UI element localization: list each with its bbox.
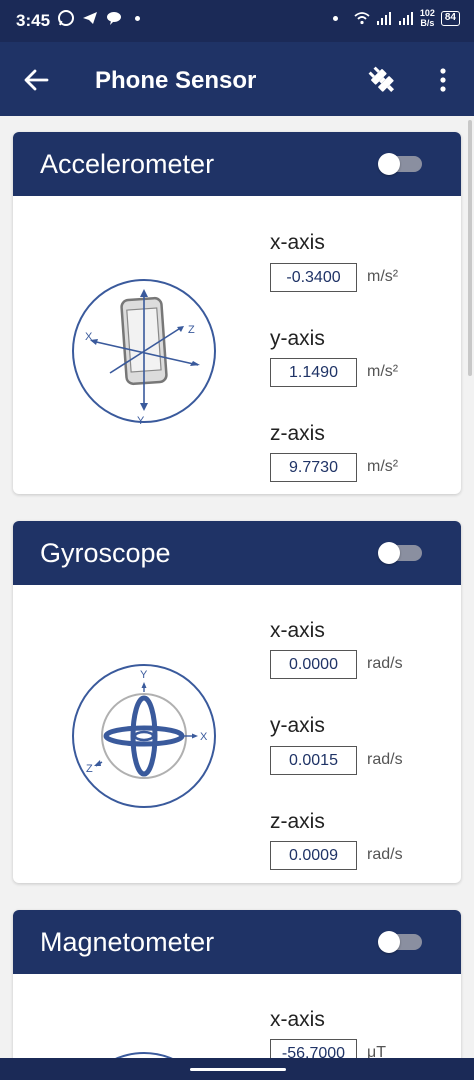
unit-label: rad/s	[367, 846, 403, 863]
card-header: Accelerometer	[13, 132, 461, 196]
more-notifications-dot	[135, 15, 140, 21]
more-vertical-icon	[440, 68, 446, 92]
z-axis-value: 9.7730	[270, 453, 357, 482]
card-title: Magnetometer	[40, 927, 215, 957]
y-axis-value: 0.0015	[270, 746, 357, 775]
overflow-menu-button[interactable]	[428, 62, 458, 98]
system-nav-bar	[0, 1058, 474, 1080]
notification-dot	[332, 15, 338, 21]
axis-x-label: X	[85, 331, 93, 343]
toggle-thumb	[378, 542, 400, 564]
net-speed-unit: B/s	[420, 18, 435, 28]
notification-icons	[57, 9, 140, 27]
axis-label: y-axis	[270, 714, 325, 737]
back-button[interactable]	[18, 62, 54, 98]
telegram-icon	[83, 12, 97, 24]
unit-label: rad/s	[367, 751, 403, 768]
sensor-list[interactable]: Accelerometer X Z Y x-axis -0.3400 m/s² …	[0, 116, 474, 1058]
x-axis-value: -56.7000	[270, 1039, 357, 1058]
arrow-left-icon	[24, 69, 49, 91]
card-header: Magnetometer	[13, 910, 461, 974]
page-title: Phone Sensor	[95, 67, 257, 94]
accelerometer-toggle[interactable]	[378, 153, 422, 175]
signal-icon	[376, 12, 391, 25]
unit-label: m/s²	[367, 458, 399, 475]
net-speed-value: 102	[419, 8, 435, 18]
axis-label: x-axis	[270, 231, 325, 254]
x-axis-value: -0.3400	[270, 263, 357, 292]
toggle-thumb	[378, 153, 400, 175]
card-header: Gyroscope	[13, 521, 461, 585]
magnetometer-diagram-icon	[115, 1052, 173, 1058]
battery-icon: 84	[440, 10, 460, 26]
connect-button[interactable]	[364, 62, 400, 98]
z-axis-value: 0.0009	[270, 841, 357, 870]
axis-x-label: X	[200, 731, 208, 743]
home-gesture-handle[interactable]	[190, 1068, 286, 1071]
app-bar: Phone Sensor	[0, 42, 474, 116]
card-title: Gyroscope	[40, 538, 171, 568]
axis-z-label: Z	[188, 324, 195, 336]
accelerometer-card: Accelerometer X Z Y x-axis -0.3400 m/s² …	[13, 132, 461, 494]
unit-label: μT	[367, 1044, 386, 1058]
plug-icon	[368, 66, 395, 93]
axis-label: x-axis	[270, 619, 325, 642]
axis-label: z-axis	[270, 810, 325, 833]
system-icons: 102 B/s 84	[332, 8, 460, 28]
status-bar: 3:45 102 B/s 84	[0, 0, 474, 42]
axis-y-label: Y	[140, 669, 148, 681]
status-time: 3:45	[16, 11, 51, 30]
accelerometer-diagram-icon: X Z Y	[72, 279, 216, 425]
signal-icon-2	[398, 12, 413, 25]
net-speed: 102 B/s	[420, 8, 435, 28]
whatsapp-icon	[58, 10, 74, 26]
magnetometer-toggle[interactable]	[378, 931, 422, 953]
gyroscope-card: Gyroscope Y X Z x-axis 0.0000 rad/s y-ax…	[13, 521, 461, 883]
x-axis-value: 0.0000	[270, 650, 357, 679]
unit-label: m/s²	[367, 363, 399, 380]
axis-label: z-axis	[270, 422, 325, 445]
gyroscope-diagram-icon: Y X Z	[72, 664, 216, 808]
unit-label: m/s²	[367, 268, 399, 285]
y-axis-value: 1.1490	[270, 358, 357, 387]
axis-label: x-axis	[270, 1008, 325, 1031]
axis-label: y-axis	[270, 327, 325, 350]
unit-label: rad/s	[367, 655, 403, 672]
axis-y-label: Y	[137, 415, 145, 425]
toggle-thumb	[378, 931, 400, 953]
gyroscope-toggle[interactable]	[378, 542, 422, 564]
scrollbar[interactable]	[468, 120, 472, 376]
card-title: Accelerometer	[40, 149, 215, 179]
axis-z-label: Z	[86, 763, 93, 775]
chat-bubble-icon	[107, 12, 121, 25]
magnetometer-card: Magnetometer x-axis -56.7000 μT	[13, 910, 461, 1058]
wifi-icon	[354, 12, 370, 25]
